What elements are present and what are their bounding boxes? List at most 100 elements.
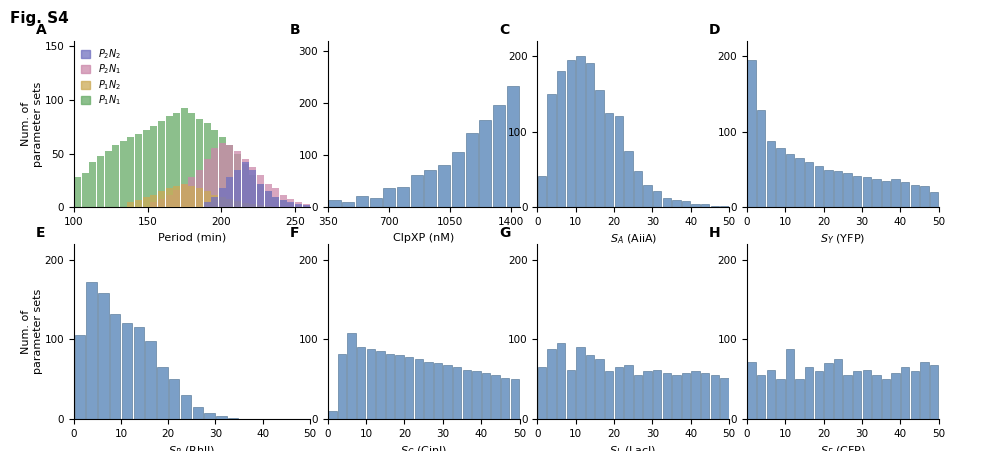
Bar: [205, 413, 215, 419]
Bar: [567, 370, 575, 419]
Bar: [644, 372, 651, 419]
Bar: [204, 202, 211, 207]
Bar: [112, 145, 119, 207]
Bar: [843, 173, 852, 207]
Bar: [376, 351, 385, 419]
Bar: [567, 60, 575, 207]
Bar: [434, 364, 442, 419]
Bar: [204, 159, 211, 207]
Bar: [577, 56, 584, 207]
Bar: [805, 162, 814, 207]
Bar: [193, 407, 203, 419]
Bar: [491, 375, 500, 419]
Bar: [472, 372, 480, 419]
Bar: [295, 202, 302, 207]
Bar: [257, 184, 264, 207]
Bar: [169, 379, 179, 419]
Text: G: G: [499, 226, 511, 239]
Bar: [128, 138, 135, 207]
Bar: [511, 379, 519, 419]
Bar: [882, 379, 891, 419]
Bar: [547, 349, 556, 419]
Bar: [595, 90, 604, 207]
Bar: [892, 373, 899, 419]
Bar: [795, 379, 804, 419]
Bar: [75, 336, 85, 419]
Bar: [120, 141, 127, 207]
Bar: [157, 199, 165, 207]
Bar: [249, 170, 256, 207]
Bar: [776, 379, 784, 419]
Bar: [605, 113, 613, 207]
Bar: [662, 198, 671, 207]
Bar: [196, 170, 203, 207]
Bar: [257, 184, 264, 207]
Bar: [444, 365, 452, 419]
Bar: [165, 194, 172, 207]
Bar: [767, 141, 775, 207]
Bar: [672, 375, 681, 419]
Text: F: F: [289, 226, 299, 239]
Bar: [634, 375, 643, 419]
Bar: [757, 375, 766, 419]
Bar: [295, 204, 302, 207]
Bar: [479, 120, 491, 207]
Bar: [287, 203, 294, 207]
Bar: [453, 368, 461, 419]
Bar: [97, 156, 104, 207]
Bar: [181, 184, 188, 207]
Bar: [892, 179, 899, 207]
Bar: [165, 188, 172, 207]
Bar: [396, 355, 403, 419]
Bar: [181, 108, 188, 207]
Bar: [265, 191, 272, 207]
Bar: [287, 202, 294, 207]
Bar: [662, 373, 671, 419]
Bar: [265, 184, 272, 207]
Bar: [173, 113, 180, 207]
Bar: [795, 158, 804, 207]
Bar: [634, 171, 643, 207]
Bar: [882, 181, 891, 207]
Text: Fig. S4: Fig. S4: [10, 11, 69, 26]
Bar: [786, 154, 794, 207]
Bar: [815, 372, 823, 419]
Bar: [151, 194, 157, 207]
Bar: [234, 201, 241, 207]
Bar: [863, 370, 871, 419]
Bar: [279, 194, 286, 207]
Bar: [410, 175, 423, 207]
Bar: [356, 196, 368, 207]
Bar: [273, 197, 279, 207]
Bar: [218, 188, 226, 207]
Bar: [242, 203, 249, 207]
Bar: [615, 116, 623, 207]
X-axis label: $S_L$ (LacI): $S_L$ (LacI): [609, 445, 657, 451]
Bar: [405, 357, 413, 419]
X-axis label: $S_F$ (CFP): $S_F$ (CFP): [820, 445, 866, 451]
Bar: [872, 375, 881, 419]
Bar: [218, 197, 226, 207]
Bar: [135, 200, 142, 207]
Bar: [146, 341, 155, 419]
Bar: [104, 152, 111, 207]
Bar: [204, 191, 211, 207]
Bar: [624, 151, 633, 207]
Bar: [295, 205, 302, 207]
Bar: [843, 375, 852, 419]
Bar: [501, 378, 510, 419]
Bar: [249, 204, 256, 207]
Bar: [303, 204, 310, 207]
Bar: [157, 121, 165, 207]
Bar: [701, 204, 709, 207]
X-axis label: $S_R$ (RhlI): $S_R$ (RhlI): [168, 445, 215, 451]
Bar: [135, 134, 142, 207]
Bar: [920, 362, 929, 419]
Bar: [257, 175, 264, 207]
Bar: [242, 165, 249, 207]
Bar: [384, 188, 396, 207]
Bar: [212, 197, 218, 207]
Bar: [438, 165, 451, 207]
Text: D: D: [708, 23, 720, 37]
Bar: [234, 152, 241, 207]
